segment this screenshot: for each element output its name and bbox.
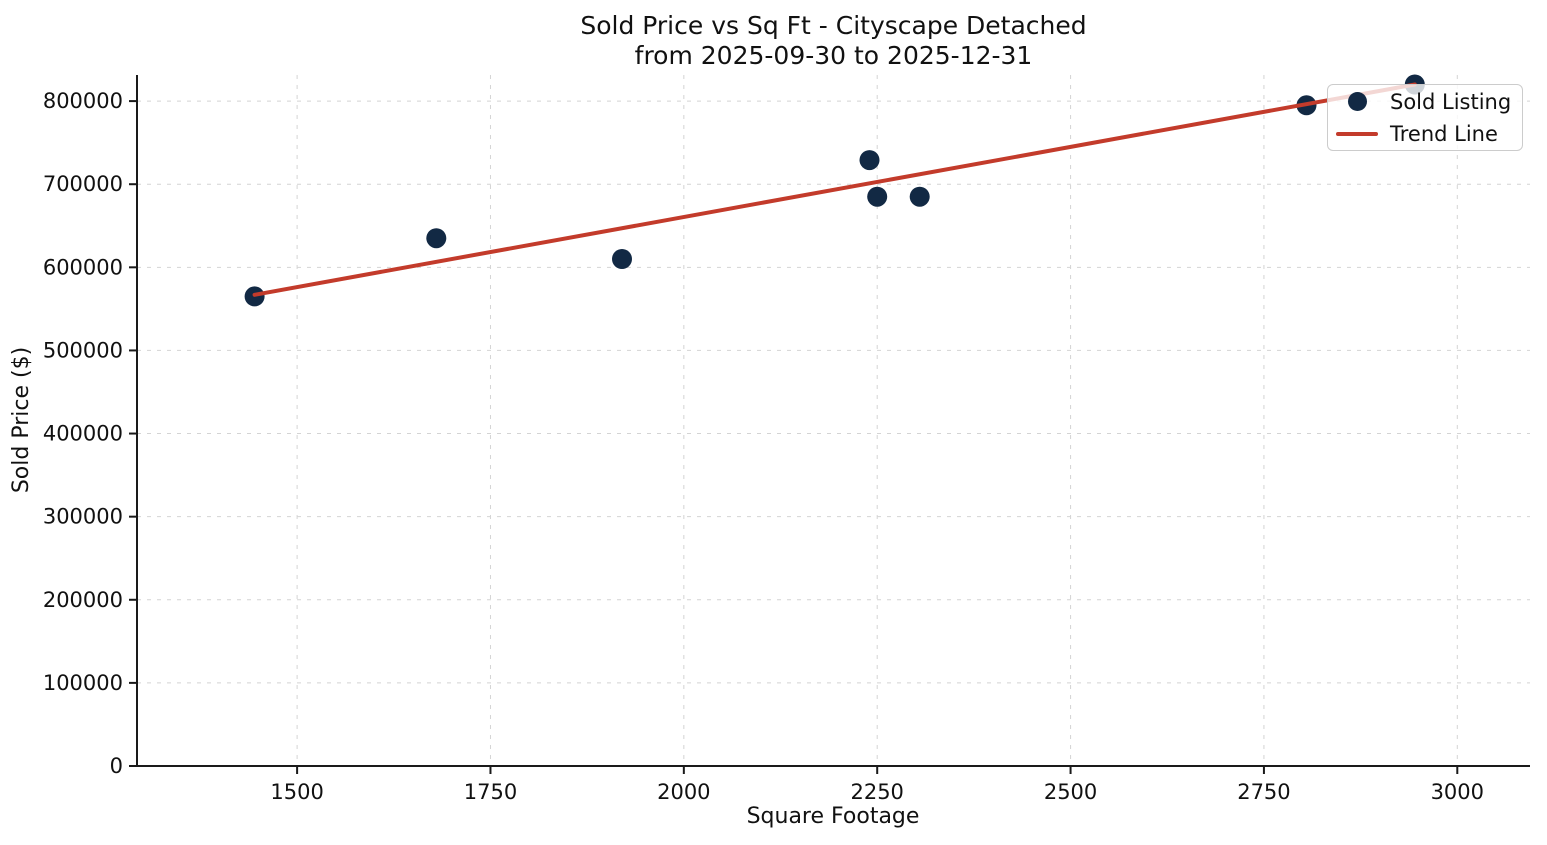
x-tick-label: 1500 xyxy=(270,780,323,804)
y-tick-label: 300000 xyxy=(43,505,123,529)
x-axis-label: Square Footage xyxy=(747,804,920,829)
sold-listing-dot-icon xyxy=(1347,92,1367,111)
legend-label-sold-listing: Sold Listing xyxy=(1390,89,1512,114)
trend-line-icon xyxy=(1336,131,1378,136)
y-tick-label: 600000 xyxy=(43,255,123,279)
chart-title-line2: from 2025-09-30 to 2025-12-31 xyxy=(634,41,1033,70)
x-tick-label: 3000 xyxy=(1431,780,1484,804)
x-tick-label: 2000 xyxy=(657,780,710,804)
legend: Sold Listing Trend Line xyxy=(1327,84,1523,151)
x-tick-label: 2250 xyxy=(850,780,903,804)
y-tick-label: 700000 xyxy=(43,172,123,196)
legend-item-sold-listing: Sold Listing xyxy=(1336,90,1514,114)
legend-label-trend-line: Trend Line xyxy=(1390,121,1498,146)
y-tick-label: 100000 xyxy=(43,671,123,695)
chart-title-line1: Sold Price vs Sq Ft - Cityscape Detached xyxy=(580,11,1087,40)
data-point xyxy=(909,186,930,207)
trend-line xyxy=(252,82,1417,297)
legend-marker-box xyxy=(1336,131,1378,136)
legend-marker-box xyxy=(1336,92,1378,111)
y-tick-label: 500000 xyxy=(43,338,123,362)
data-point xyxy=(859,150,880,171)
legend-item-trend-line: Trend Line xyxy=(1336,122,1514,146)
y-tick-label: 400000 xyxy=(43,422,123,446)
chart-title: Sold Price vs Sq Ft - Cityscape Detached… xyxy=(137,11,1530,71)
y-tick-label: 0 xyxy=(110,754,123,778)
x-tick-label: 1750 xyxy=(464,780,517,804)
data-point xyxy=(612,249,632,269)
data-point xyxy=(426,228,447,249)
x-tick-label: 2750 xyxy=(1237,780,1290,804)
y-tick-label: 800000 xyxy=(43,89,123,113)
x-tick-label: 2500 xyxy=(1044,780,1097,804)
y-tick-label: 200000 xyxy=(43,588,123,612)
data-point xyxy=(867,186,888,207)
y-axis-label: Sold Price ($) xyxy=(9,347,34,493)
